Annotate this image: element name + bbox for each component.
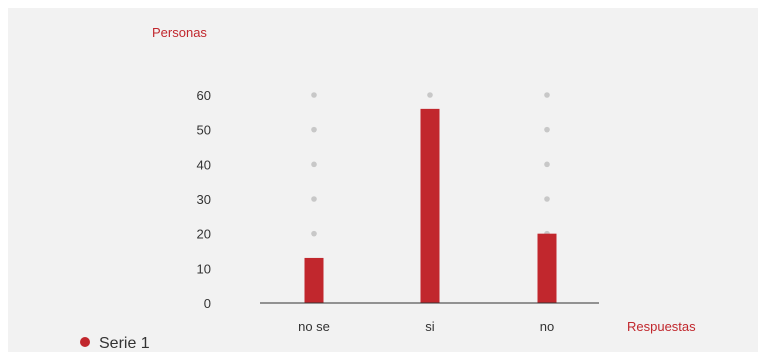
grid-dot <box>311 230 317 237</box>
bars <box>304 108 557 303</box>
bar <box>420 108 440 303</box>
y-tick-label: 30 <box>197 192 211 207</box>
x-tick-label: no <box>540 319 554 334</box>
grid-dot <box>544 161 550 168</box>
y-axis-ticks: 0 10 20 30 40 50 60 <box>197 88 211 311</box>
y-tick-label: 0 <box>204 296 211 311</box>
grid-dot <box>544 92 550 98</box>
grid-dot <box>311 196 317 202</box>
x-tick-label: no se <box>298 319 330 334</box>
x-tick-label: si <box>425 319 435 334</box>
grid-dot <box>311 126 317 133</box>
grid-dot <box>311 92 317 98</box>
y-tick-label: 50 <box>197 123 211 138</box>
y-tick-label: 20 <box>197 227 211 242</box>
y-tick-label: 40 <box>197 157 211 172</box>
y-tick-label: 10 <box>197 261 211 276</box>
legend: Serie 1 <box>80 335 150 352</box>
y-tick-label: 60 <box>197 88 211 103</box>
bar <box>537 233 557 303</box>
y-axis-title: Personas <box>152 25 207 40</box>
legend-label: Serie 1 <box>99 335 150 352</box>
grid-dot <box>544 196 550 202</box>
x-axis-title: Respuestas <box>627 319 696 334</box>
grid-dot <box>311 161 317 168</box>
bar <box>304 257 324 303</box>
legend-marker <box>80 337 90 347</box>
x-axis-ticks: no se si no <box>298 319 554 334</box>
grid-dot <box>544 126 550 133</box>
grid-dot <box>427 92 433 98</box>
chart-panel <box>8 8 758 352</box>
